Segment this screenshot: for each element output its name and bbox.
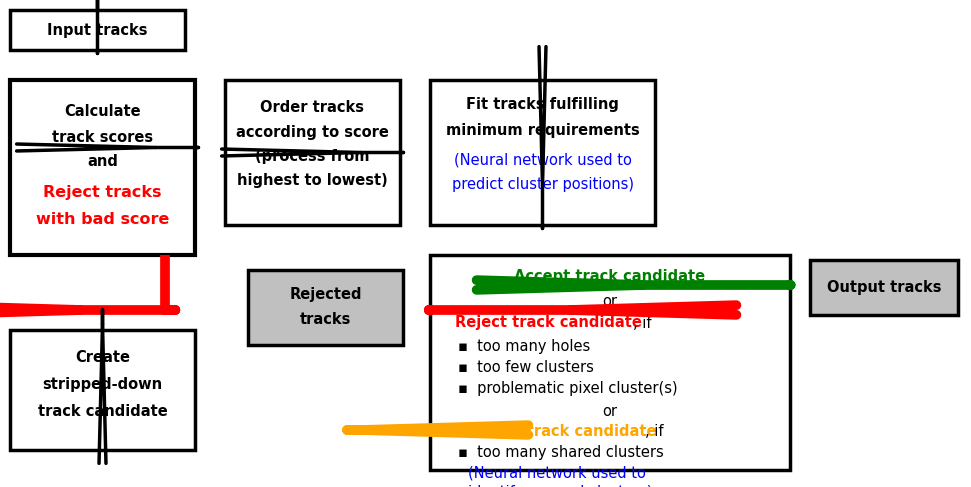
Text: (process from: (process from xyxy=(255,149,370,164)
Text: or: or xyxy=(602,294,618,308)
Text: Input tracks: Input tracks xyxy=(48,22,148,37)
Text: ▪  too many shared clusters: ▪ too many shared clusters xyxy=(458,446,664,461)
Text: Output tracks: Output tracks xyxy=(826,280,941,295)
Text: with bad score: with bad score xyxy=(36,212,169,227)
Text: track scores: track scores xyxy=(51,130,153,145)
FancyBboxPatch shape xyxy=(248,270,403,345)
Text: predict cluster positions): predict cluster positions) xyxy=(452,177,633,192)
Text: Recover track candidate: Recover track candidate xyxy=(455,425,656,439)
Text: or: or xyxy=(602,404,618,418)
Text: track candidate: track candidate xyxy=(38,405,167,419)
Text: and: and xyxy=(87,154,117,169)
Text: , if: , if xyxy=(645,425,663,439)
Text: Order tracks: Order tracks xyxy=(260,100,364,115)
Text: tracks: tracks xyxy=(300,313,352,327)
Text: Accept track candidate: Accept track candidate xyxy=(515,269,706,284)
Text: Create: Create xyxy=(75,351,130,366)
Text: (Neural network used to: (Neural network used to xyxy=(453,152,631,168)
Text: (Neural network used to: (Neural network used to xyxy=(468,466,646,481)
FancyBboxPatch shape xyxy=(10,10,185,50)
FancyBboxPatch shape xyxy=(10,80,195,255)
Text: Calculate: Calculate xyxy=(64,105,141,119)
Text: ▪  too many holes: ▪ too many holes xyxy=(458,339,590,355)
FancyBboxPatch shape xyxy=(430,80,655,225)
Text: , if: , if xyxy=(633,316,652,331)
Text: Rejected: Rejected xyxy=(289,287,362,302)
Text: Fit tracks fulfilling: Fit tracks fulfilling xyxy=(466,97,619,112)
Text: Reject track candidate: Reject track candidate xyxy=(455,316,642,331)
Text: ▪  problematic pixel cluster(s): ▪ problematic pixel cluster(s) xyxy=(458,381,678,396)
FancyBboxPatch shape xyxy=(810,260,958,315)
FancyBboxPatch shape xyxy=(10,330,195,450)
Text: minimum requirements: minimum requirements xyxy=(446,123,639,137)
Text: identify merged clusters): identify merged clusters) xyxy=(468,486,653,487)
Text: according to score: according to score xyxy=(236,125,389,139)
Text: Reject tracks: Reject tracks xyxy=(44,185,162,200)
Text: ▪  too few clusters: ▪ too few clusters xyxy=(458,360,594,375)
Text: highest to lowest): highest to lowest) xyxy=(237,172,387,187)
Text: stripped-down: stripped-down xyxy=(43,377,162,393)
FancyBboxPatch shape xyxy=(225,80,400,225)
FancyBboxPatch shape xyxy=(430,255,790,470)
